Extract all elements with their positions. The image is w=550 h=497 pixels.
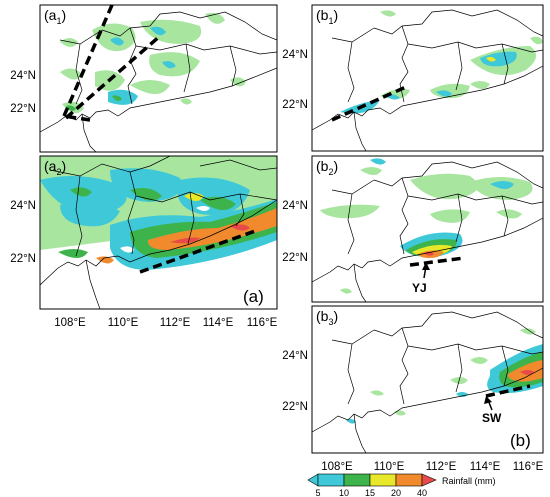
lat-tick-24-a2: 24°N (10, 200, 36, 212)
frame-b1 (311, 4, 544, 152)
lon-tick-108-b: 108°E (321, 461, 353, 473)
coastline-b3 (312, 311, 543, 453)
frame-a2 (39, 155, 278, 310)
panel-label-b1: (b1) (316, 7, 338, 26)
lat-tick-22-b2: 22°N (282, 252, 308, 264)
lon-tick-108-a: 108°E (54, 317, 86, 329)
lat-tick-22-a2: 22°N (10, 253, 36, 265)
coastline-b2 (312, 161, 543, 302)
colorbar-tick-40: 40 (417, 488, 427, 497)
colorbar: 5 10 15 20 40 Rainfall (mm) (307, 473, 496, 497)
colorbar-title: Rainfall (mm) (442, 476, 496, 486)
colorbar-segment-3 (369, 473, 397, 487)
arrow-yj (422, 262, 430, 279)
lon-tick-116-b: 116°E (513, 461, 544, 473)
dashed-line-b3 (485, 384, 531, 398)
lat-tick-22-b3: 22°N (282, 401, 308, 413)
lon-tick-112-a: 112°E (160, 317, 191, 329)
panel-label-a1: (a1) (44, 7, 66, 26)
panel-b2: YJ (b2) 24°N 22°N (282, 155, 544, 303)
rainfall-shading-b2 (320, 158, 533, 294)
group-label-b: (b) (510, 431, 531, 450)
frame-a1 (39, 4, 278, 153)
lon-tick-116-a: 116°E (247, 317, 278, 329)
panel-a1: (a1) 24°N 22°N (10, 4, 278, 153)
rainfall-shading-a2 (40, 156, 277, 300)
colorbar-segment-4 (395, 473, 423, 487)
lon-tick-114-b: 114°E (470, 461, 501, 473)
lon-tick-110-a: 110°E (108, 317, 139, 329)
annotation-yj: YJ (412, 281, 427, 295)
lat-tick-22-a1: 22°N (10, 103, 36, 115)
colorbar-segment-1 (317, 473, 345, 487)
colorbar-tick-5: 5 (315, 488, 320, 497)
coastline-b1 (312, 9, 543, 151)
group-label-a: (a) (243, 287, 264, 306)
lat-tick-24-b1: 24°N (282, 49, 308, 61)
dashed-line-a1 (62, 4, 162, 122)
dashed-line-b2 (409, 256, 465, 267)
lat-tick-24-a1: 24°N (10, 70, 36, 82)
panel-b3: SW (b3) (b) 24°N 22°N 108°E 110°E 112°E … (282, 305, 544, 473)
lon-tick-112-b: 112°E (426, 461, 457, 473)
annotation-sw: SW (482, 411, 502, 425)
frame-b3 (311, 305, 544, 454)
frame-b2 (311, 155, 544, 303)
lat-tick-24-b2: 24°N (282, 200, 308, 212)
colorbar-arrow-right (421, 473, 437, 487)
arrow-sw (484, 396, 493, 411)
lat-tick-22-b1: 22°N (282, 99, 308, 111)
dashed-line-a2 (139, 228, 259, 274)
panel-label-b2: (b2) (316, 158, 338, 177)
rainfall-shading-b3 (346, 328, 543, 424)
colorbar-tick-10: 10 (339, 488, 349, 497)
colorbar-arrow-left (307, 473, 319, 487)
colorbar-segment-2 (343, 473, 371, 487)
lon-tick-110-b: 110°E (374, 461, 405, 473)
lon-tick-114-a: 114°E (203, 317, 234, 329)
panel-label-a2: (a2) (44, 158, 66, 177)
panel-label-b3: (b3) (316, 308, 338, 327)
colorbar-tick-15: 15 (365, 488, 375, 497)
panel-b1: (b1) 24°N 22°N (282, 4, 544, 152)
colorbar-tick-20: 20 (391, 488, 401, 497)
panel-a2: (a2) (a) 24°N 22°N 108°E 110°E 112°E 114… (10, 155, 278, 329)
lat-tick-24-b3: 24°N (282, 350, 308, 362)
coastline-a2 (40, 156, 277, 309)
